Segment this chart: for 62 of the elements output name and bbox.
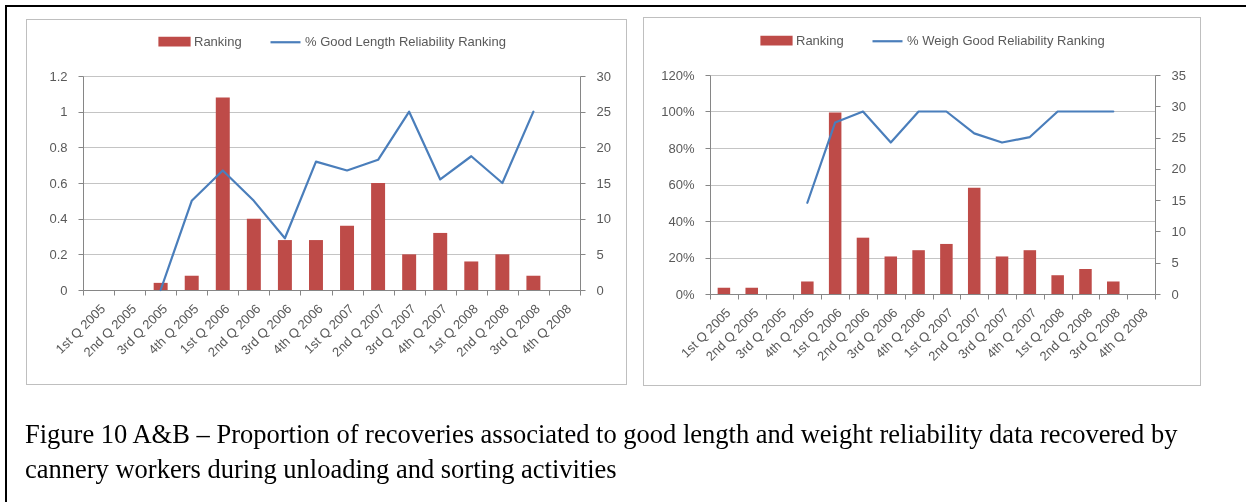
bar [526, 275, 541, 290]
bar [1051, 275, 1064, 294]
y2-tick-label: 30 [1171, 98, 1186, 114]
y2-tick-label: 25 [1171, 130, 1186, 146]
y-tick-label: 0.2 [49, 246, 68, 262]
y-tick-label: 60% [668, 177, 695, 192]
y2-tick-label: 15 [596, 175, 611, 191]
bar [340, 225, 355, 290]
y2-tick-label: 10 [596, 211, 611, 227]
y2-tick-label: 20 [596, 139, 611, 155]
y-tick-label: 0% [675, 286, 695, 302]
y-tick-label: 120% [661, 67, 695, 83]
y-tick-label: 20% [668, 250, 695, 265]
bar [215, 97, 230, 290]
y2-tick-label: 5 [1171, 255, 1179, 271]
legend-label: Ranking [796, 32, 844, 48]
legend-label: Ranking [194, 33, 242, 49]
bar [464, 261, 479, 290]
y-tick-label: 1.2 [49, 68, 68, 84]
y2-tick-label: 30 [596, 68, 611, 84]
bar [912, 250, 925, 294]
bar [745, 287, 758, 294]
y-tick-label: 100% [661, 104, 695, 119]
y-tick-label: 0 [60, 282, 68, 298]
bar [828, 112, 842, 294]
legend-label: % Good Length Reliability Ranking [305, 34, 506, 50]
y2-tick-label: 10 [1171, 223, 1186, 239]
bar [967, 187, 981, 294]
y-tick-label: 40% [668, 213, 695, 229]
legend-label: % Weigh Good Reliability Ranking [907, 33, 1105, 49]
bar [433, 232, 448, 290]
bar [801, 281, 814, 294]
y2-tick-label: 0 [1171, 286, 1179, 302]
bar [277, 240, 292, 290]
bar [856, 237, 870, 294]
bar [1107, 281, 1120, 294]
y2-tick-label: 35 [1171, 67, 1186, 83]
bar [717, 287, 731, 294]
y-tick-label: 80% [668, 140, 695, 156]
bar [884, 256, 898, 294]
y2-tick-label: 15 [1171, 192, 1186, 208]
line-series [159, 110, 535, 292]
bar [308, 240, 323, 290]
line-series [806, 110, 1115, 204]
y-tick-label: 0.8 [49, 139, 68, 155]
bar [495, 254, 510, 290]
bar [402, 254, 417, 290]
bar [995, 256, 1009, 294]
bar [246, 218, 261, 290]
y-tick-label: 0.6 [49, 175, 68, 191]
y2-tick-label: 20 [1171, 161, 1186, 177]
bar [1023, 250, 1037, 294]
bar [940, 243, 953, 294]
y2-tick-label: 25 [596, 104, 611, 120]
bar [371, 183, 386, 290]
y2-tick-label: 0 [596, 282, 604, 298]
y2-tick-label: 5 [596, 246, 604, 262]
caption: Figure 10 A&B – Proportion of recoveries associated to good length and weight reliability data recovered by cannery workers during unloading and sorting activities [25, 418, 1179, 486]
bar [184, 275, 199, 290]
y-tick-label: 1 [60, 104, 68, 120]
bar [1079, 268, 1092, 294]
y-tick-label: 0.4 [49, 211, 68, 227]
